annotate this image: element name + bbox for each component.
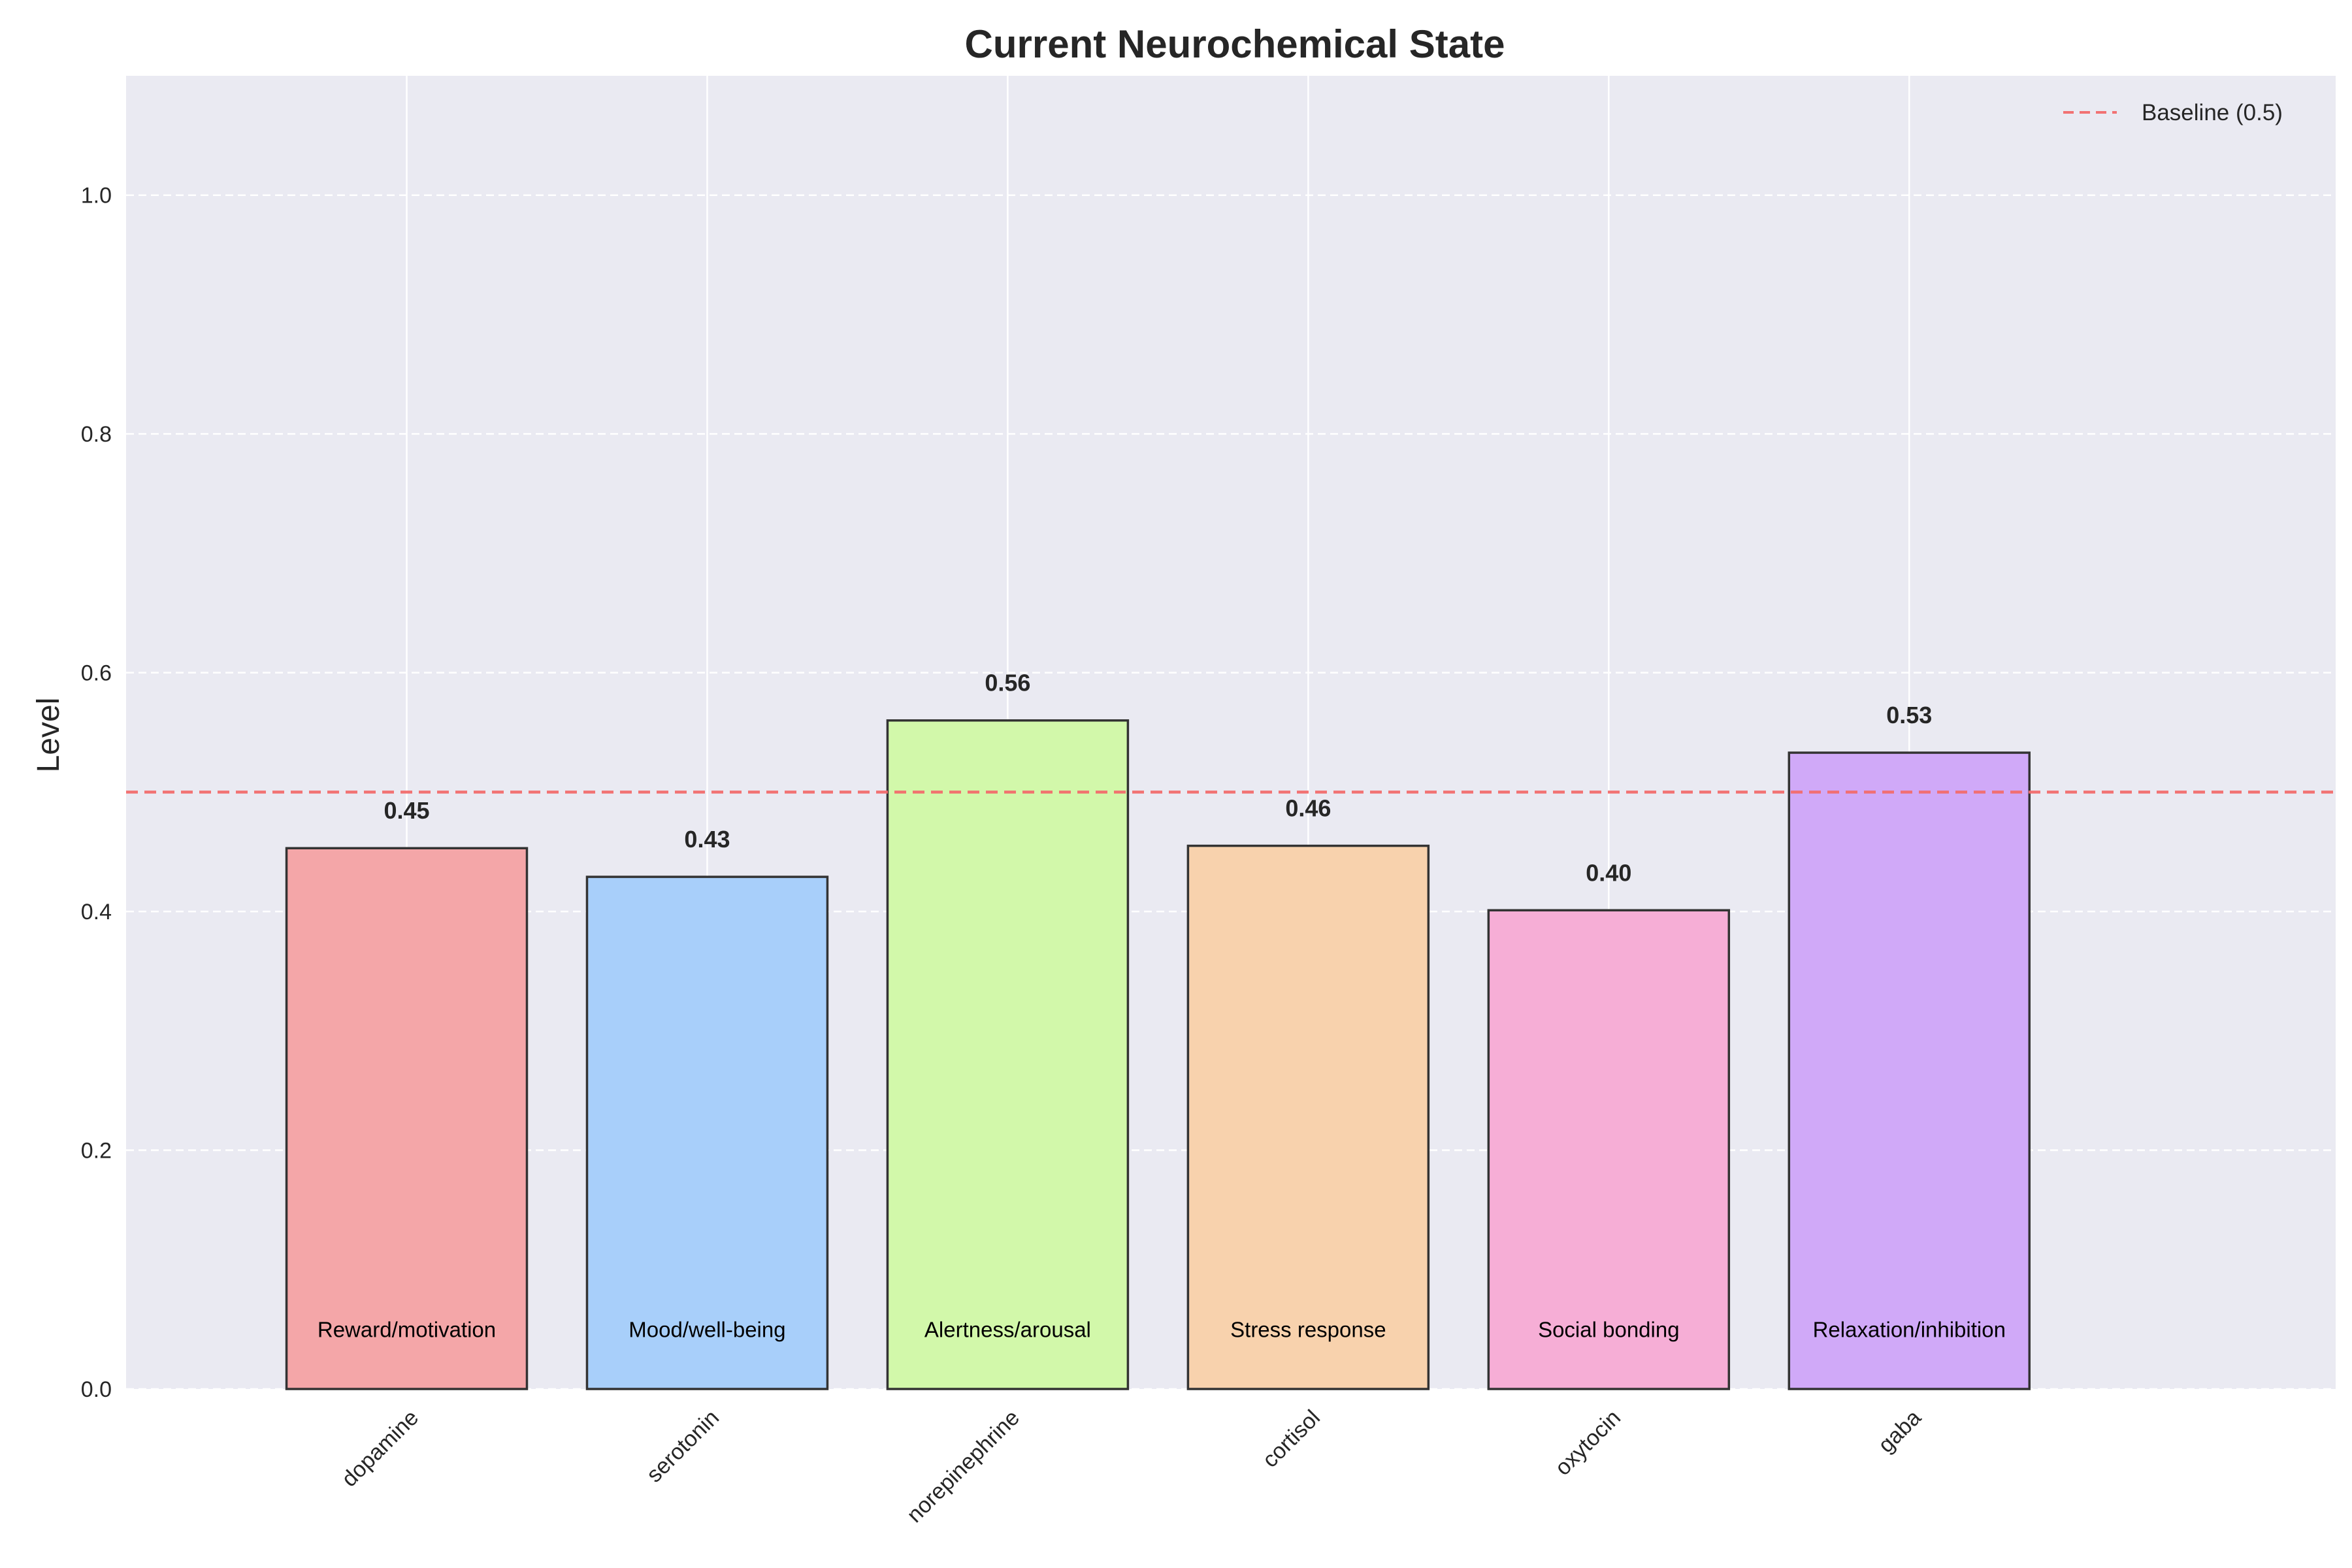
- bar-cortisol: [1186, 844, 1430, 1390]
- value-label: 0.43: [684, 826, 730, 853]
- bar-description: Reward/motivation: [318, 1318, 496, 1342]
- y-axis-label: Level: [31, 698, 66, 773]
- value-label: 0.46: [1285, 795, 1331, 822]
- y-tick-label: 0.8: [81, 422, 112, 447]
- value-label: 0.53: [1886, 702, 1932, 728]
- y-tick-label: 0.4: [81, 900, 112, 924]
- y-tick-label: 0.2: [81, 1139, 112, 1164]
- bar-norepinephrine: [886, 719, 1130, 1390]
- bar-description: Relaxation/inhibition: [1813, 1318, 2006, 1342]
- value-label: 0.40: [1586, 859, 1631, 886]
- bar-description: Mood/well-being: [629, 1318, 785, 1342]
- value-label: 0.45: [384, 797, 429, 824]
- bar-description: Social bonding: [1538, 1318, 1680, 1342]
- value-label: 0.56: [985, 670, 1030, 696]
- bar-dopamine: [285, 847, 529, 1390]
- bars: [285, 719, 2031, 1390]
- chart-title: Current Neurochemical State: [965, 22, 1505, 66]
- bar-description: Alertness/arousal: [924, 1318, 1091, 1342]
- y-tick-label: 0.6: [81, 661, 112, 686]
- legend: Baseline (0.5): [2063, 100, 2283, 125]
- legend-baseline-label: Baseline (0.5): [2142, 100, 2283, 125]
- bar-gaba: [1788, 751, 2031, 1390]
- y-tick-label: 0.0: [81, 1377, 112, 1402]
- bar-serotonin: [585, 875, 829, 1390]
- bar-oxytocin: [1487, 909, 1731, 1390]
- bar-description: Stress response: [1230, 1318, 1386, 1342]
- y-tick-label: 1.0: [81, 184, 112, 208]
